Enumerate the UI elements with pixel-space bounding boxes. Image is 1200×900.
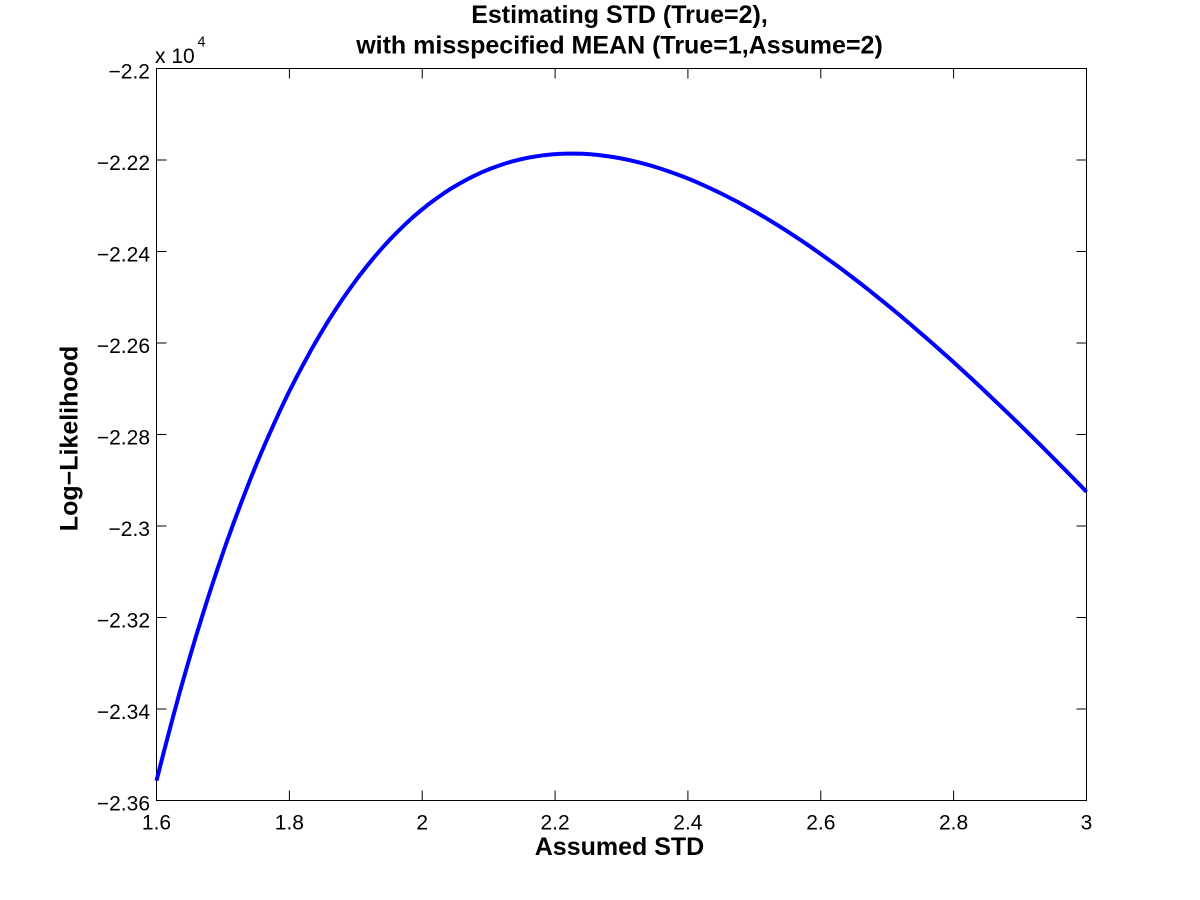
svg-text:1.8: 1.8 [275, 811, 304, 834]
svg-text:−2.22: −2.22 [97, 152, 150, 175]
svg-text:−2.34: −2.34 [97, 701, 150, 724]
svg-text:Estimating STD (True=2),: Estimating STD (True=2), [471, 1, 768, 29]
svg-text:3: 3 [1081, 811, 1093, 834]
svg-text:−2.36: −2.36 [97, 793, 150, 816]
svg-text:x 10: x 10 [155, 45, 195, 68]
svg-text:−2.24: −2.24 [97, 244, 150, 267]
svg-text:−2.3: −2.3 [109, 518, 150, 541]
svg-text:−2.28: −2.28 [97, 427, 150, 450]
svg-text:−2.26: −2.26 [97, 335, 150, 358]
svg-text:4: 4 [198, 35, 206, 51]
svg-text:2.2: 2.2 [540, 811, 569, 834]
svg-text:2.6: 2.6 [806, 811, 835, 834]
svg-text:Assumed STD: Assumed STD [535, 833, 704, 861]
svg-text:Log−Likelihood: Log−Likelihood [56, 346, 84, 531]
svg-text:with misspecified MEAN (True=1: with misspecified MEAN (True=1,Assume=2) [355, 32, 883, 60]
svg-text:2: 2 [416, 811, 428, 834]
svg-text:1.6: 1.6 [142, 811, 171, 834]
svg-text:−2.32: −2.32 [97, 610, 150, 633]
svg-text:2.4: 2.4 [673, 811, 703, 834]
svg-text:−2.2: −2.2 [109, 61, 150, 84]
svg-text:2.8: 2.8 [939, 811, 968, 834]
